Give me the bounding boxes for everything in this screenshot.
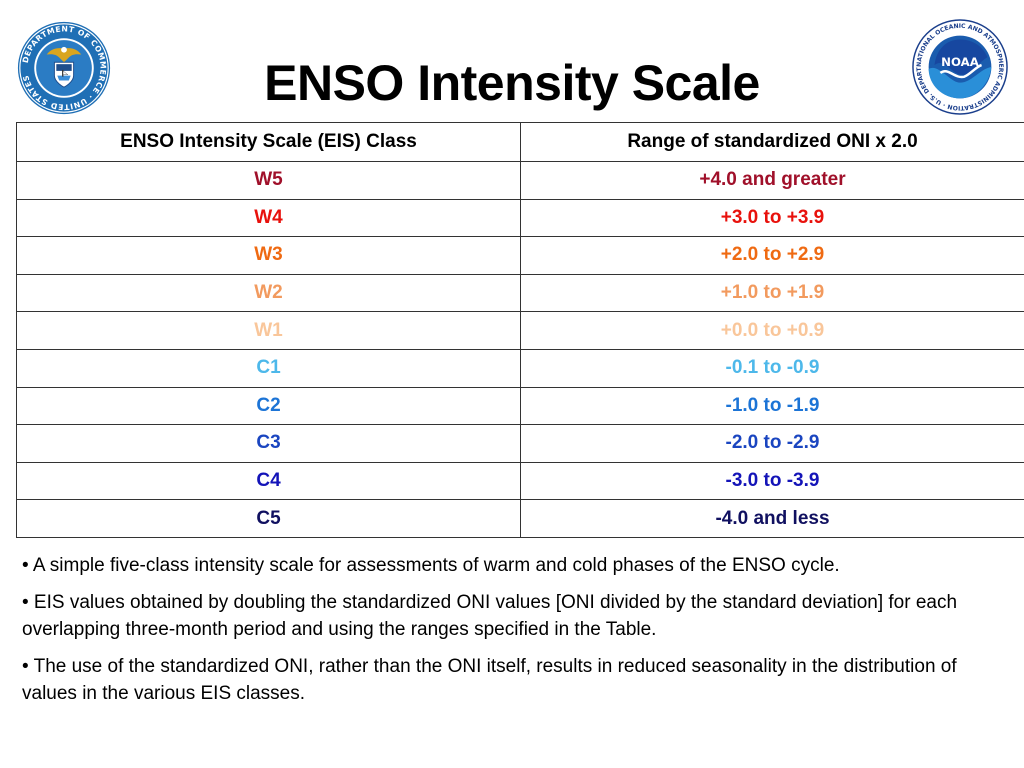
eis-class-cell: W4 — [16, 198, 521, 238]
table-row: C3 -2.0 to -2.9 — [16, 424, 1024, 463]
table-row: C5 -4.0 and less — [16, 499, 1024, 538]
eis-class-cell: C1 — [16, 348, 521, 388]
oni-range-cell: +0.0 to +0.9 — [520, 311, 1024, 350]
oni-range-cell: -0.1 to -0.9 — [520, 348, 1024, 388]
table-row: W1 +0.0 to +0.9 — [16, 311, 1024, 350]
header-oni-range: Range of standardized ONI x 2.0 — [520, 122, 1024, 162]
oni-range-cell: -1.0 to -1.9 — [520, 386, 1024, 426]
table-row: W2 +1.0 to +1.9 — [16, 273, 1024, 313]
note-2: • EIS values obtained by doubling the st… — [22, 592, 958, 640]
noaa-logo-text: NOAA — [941, 55, 980, 69]
notes-section: • A simple five-class intensity scale fo… — [22, 552, 1012, 717]
oni-range-cell: +4.0 and greater — [520, 161, 1024, 200]
eis-class-cell: W1 — [16, 311, 521, 350]
eis-class-cell: W5 — [16, 161, 521, 200]
department-of-commerce-seal-logo: DEPARTMENT OF COMMERCE · UNITED STATES O… — [16, 20, 112, 116]
table-row: C1 -0.1 to -0.9 — [16, 348, 1024, 388]
eis-class-cell: W2 — [16, 273, 521, 313]
enso-intensity-table: ENSO Intensity Scale (EIS) Class Range o… — [16, 122, 1024, 538]
table-row: W4 +3.0 to +3.9 — [16, 198, 1024, 238]
table-row: W3 +2.0 to +2.9 — [16, 236, 1024, 275]
page-title: ENSO Intensity Scale — [264, 54, 760, 111]
eis-class-cell: C3 — [16, 424, 521, 463]
oni-range-cell: -4.0 and less — [520, 499, 1024, 538]
noaa-logo: NATIONAL OCEANIC AND ATMOSPHERIC ADMINIS… — [911, 18, 1009, 116]
oni-range-cell: +3.0 to +3.9 — [520, 198, 1024, 238]
header-eis-class: ENSO Intensity Scale (EIS) Class — [16, 122, 521, 162]
table-row: C2 -1.0 to -1.9 — [16, 386, 1024, 426]
oni-range-cell: +2.0 to +2.9 — [520, 236, 1024, 275]
oni-range-cell: -3.0 to -3.9 — [520, 461, 1024, 501]
eis-class-cell: W3 — [16, 236, 521, 275]
eis-class-cell: C5 — [16, 499, 521, 538]
oni-range-cell: -2.0 to -2.9 — [520, 424, 1024, 463]
table-row: C4 -3.0 to -3.9 — [16, 461, 1024, 501]
note-3: • The use of the standardized ONI, rathe… — [22, 656, 957, 704]
eis-class-cell: C4 — [16, 461, 521, 501]
table-body: W5 +4.0 and greater W4 +3.0 to +3.9 W3 +2.0 t… — [16, 161, 1024, 538]
note-1: • A simple five-class intensity scale fo… — [22, 555, 840, 576]
table-row: W5 +4.0 and greater — [16, 161, 1024, 200]
table-header-row: ENSO Intensity Scale (EIS) Class Range o… — [16, 122, 1024, 162]
eis-class-cell: C2 — [16, 386, 521, 426]
oni-range-cell: +1.0 to +1.9 — [520, 273, 1024, 313]
